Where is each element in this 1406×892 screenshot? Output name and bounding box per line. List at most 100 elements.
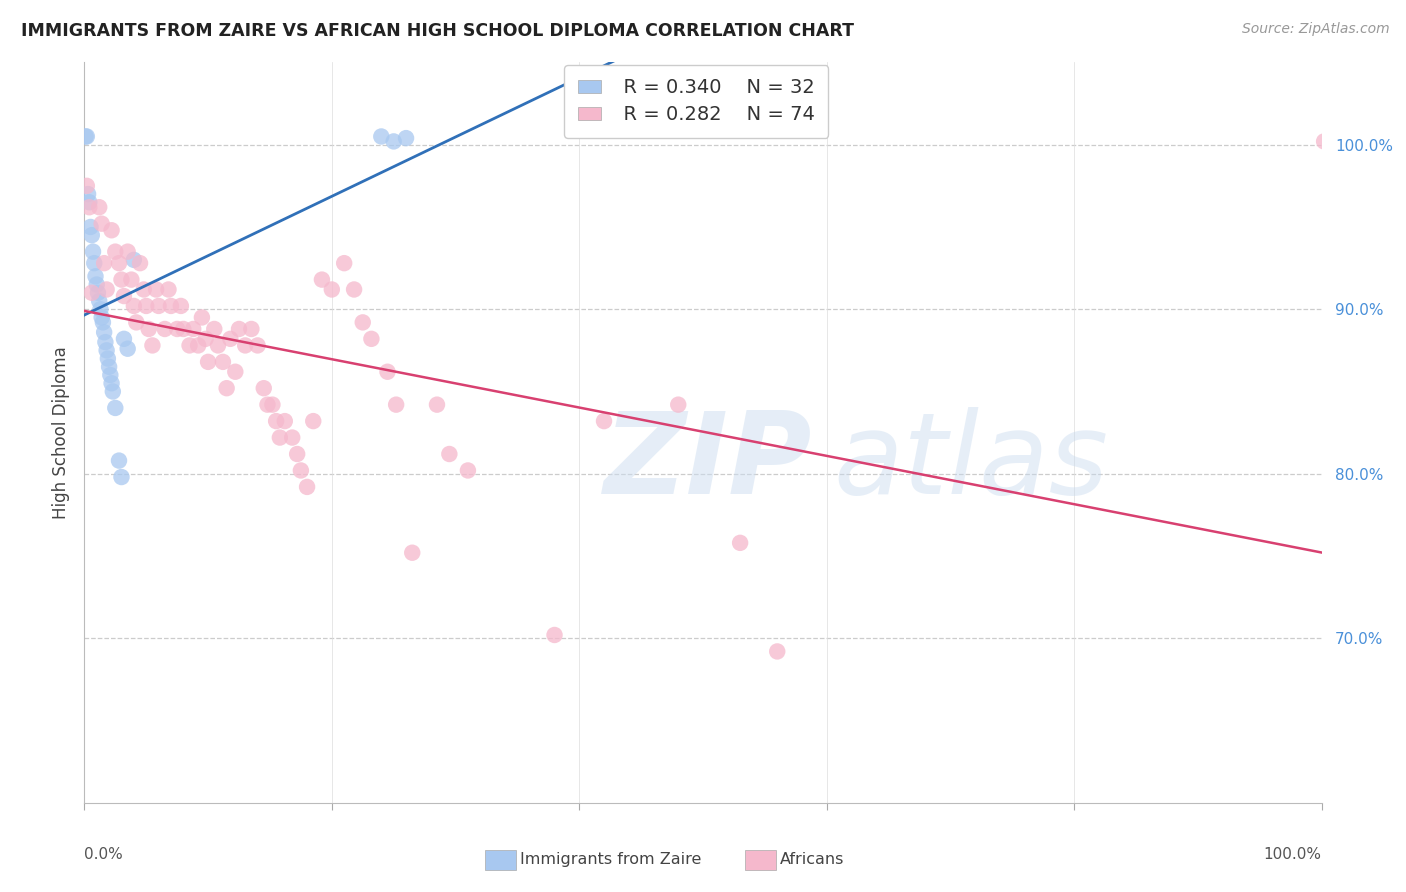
Point	[141, 338, 163, 352]
Point	[246, 338, 269, 352]
Point	[76, 129, 98, 144]
Point	[172, 322, 194, 336]
Point	[120, 272, 142, 286]
Point	[543, 628, 565, 642]
Point	[117, 342, 139, 356]
Point	[89, 200, 111, 214]
Point	[194, 332, 217, 346]
Point	[191, 310, 214, 325]
Point	[311, 272, 333, 286]
Point	[100, 376, 122, 391]
Text: ZIP: ZIP	[605, 407, 813, 517]
Point	[181, 322, 204, 336]
Point	[98, 368, 121, 382]
Point	[87, 285, 110, 300]
Point	[90, 217, 112, 231]
Point	[439, 447, 461, 461]
Point	[385, 398, 408, 412]
Point	[256, 398, 278, 412]
Point	[101, 384, 124, 399]
Point	[112, 332, 135, 346]
Point	[112, 289, 135, 303]
Point	[212, 355, 235, 369]
Point	[395, 131, 418, 145]
Point	[100, 223, 122, 237]
Point	[295, 480, 318, 494]
Point	[197, 355, 219, 369]
Point	[377, 365, 399, 379]
Point	[129, 256, 152, 270]
Point	[219, 332, 242, 346]
Point	[202, 322, 225, 336]
Point	[401, 546, 423, 560]
Point	[97, 351, 120, 366]
Point	[135, 299, 157, 313]
Point	[79, 200, 101, 214]
Text: Immigrants from Zaire: Immigrants from Zaire	[520, 853, 702, 867]
Point	[166, 322, 188, 336]
Point	[89, 302, 111, 317]
Point	[86, 277, 108, 292]
Point	[145, 283, 167, 297]
Point	[302, 414, 325, 428]
Point	[370, 129, 392, 144]
Point	[321, 283, 343, 297]
Point	[104, 401, 127, 415]
Point	[240, 322, 263, 336]
Point	[187, 338, 209, 352]
Legend:   R = 0.340    N = 32,   R = 0.282    N = 74: R = 0.340 N = 32, R = 0.282 N = 74	[564, 65, 828, 137]
Point	[728, 536, 751, 550]
Point	[76, 178, 98, 193]
Text: Africans: Africans	[780, 853, 845, 867]
Point	[457, 463, 479, 477]
Point	[269, 431, 291, 445]
Point	[426, 398, 449, 412]
Point	[160, 299, 183, 313]
Point	[79, 195, 101, 210]
Point	[117, 244, 139, 259]
Point	[104, 244, 127, 259]
Point	[79, 219, 101, 234]
Point	[148, 299, 170, 313]
Point	[224, 365, 246, 379]
Point	[98, 359, 121, 374]
Point	[179, 338, 201, 352]
Point	[77, 187, 100, 202]
Point	[84, 269, 107, 284]
Point	[290, 463, 312, 477]
Point	[766, 644, 789, 658]
Point	[89, 293, 111, 308]
Point	[93, 256, 115, 270]
Point	[281, 431, 304, 445]
Text: Source: ZipAtlas.com: Source: ZipAtlas.com	[1241, 22, 1389, 37]
Point	[80, 228, 103, 243]
Point	[1313, 135, 1336, 149]
Point	[82, 244, 104, 259]
Point	[122, 299, 145, 313]
Point	[132, 283, 155, 297]
Point	[108, 256, 131, 270]
Point	[83, 256, 105, 270]
Point	[110, 470, 132, 484]
Point	[125, 315, 148, 329]
Point	[360, 332, 382, 346]
Point	[382, 135, 405, 149]
Text: 0.0%: 0.0%	[84, 847, 124, 863]
Text: 100.0%: 100.0%	[1264, 847, 1322, 863]
Point	[94, 335, 117, 350]
Point	[274, 414, 297, 428]
Point	[108, 453, 131, 467]
Point	[93, 325, 115, 339]
Point	[253, 381, 276, 395]
Point	[352, 315, 374, 329]
Point	[138, 322, 160, 336]
Point	[215, 381, 238, 395]
Point	[153, 322, 176, 336]
Text: IMMIGRANTS FROM ZAIRE VS AFRICAN HIGH SCHOOL DIPLOMA CORRELATION CHART: IMMIGRANTS FROM ZAIRE VS AFRICAN HIGH SC…	[21, 22, 853, 40]
Point	[91, 315, 114, 329]
Point	[228, 322, 250, 336]
Point	[285, 447, 308, 461]
Y-axis label: High School Diploma: High School Diploma	[52, 346, 70, 519]
Point	[262, 398, 284, 412]
Point	[96, 343, 118, 358]
